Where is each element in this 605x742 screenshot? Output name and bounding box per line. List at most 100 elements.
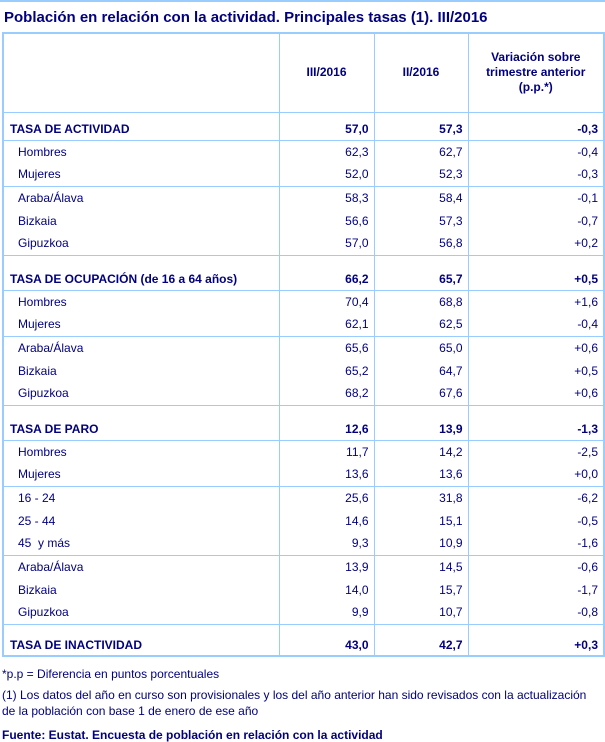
value-cell: 62,3: [278, 140, 374, 163]
value-cell: +1,6: [467, 290, 604, 313]
table-row: Bizkaia 65,2 64,7 +0,5: [3, 359, 604, 382]
footnote-1: (1) Los datos del año en curso son provi…: [2, 688, 587, 718]
value-cell: -0,1: [467, 186, 604, 209]
section-header-row: TASA DE ACTIVIDAD 57,0 57,3 -0,3: [3, 118, 604, 141]
value-cell: 58,4: [373, 186, 468, 209]
value-cell: -0,3: [467, 163, 604, 187]
table-row: 16 - 24 25,6 31,8 -6,2: [3, 486, 604, 509]
row-label: Hombres: [18, 294, 67, 309]
section-label: TASA DE ACTIVIDAD: [3, 118, 279, 141]
spacer-cell: [373, 405, 468, 418]
row-label: Hombres: [18, 144, 67, 159]
top-divider: [0, 0, 605, 2]
value-cell: 52,3: [373, 163, 468, 187]
section-header-row: TASA DE PARO 12,6 13,9 -1,3: [3, 418, 604, 441]
value-cell: 13,9: [373, 418, 468, 441]
row-label: Araba/Álava: [18, 559, 84, 574]
value-cell: 58,3: [278, 186, 374, 209]
value-cell: 65,7: [373, 268, 468, 291]
spacer-cell: [467, 112, 604, 118]
value-cell: 14,5: [373, 555, 468, 578]
value-cell: 52,0: [278, 163, 374, 187]
table-row: Bizkaia 56,6 57,3 -0,7: [3, 209, 604, 232]
value-cell: 62,7: [373, 140, 468, 163]
spacer-row: [3, 255, 604, 268]
row-label: Araba/Álava: [18, 340, 84, 355]
table-row: Mujeres 13,6 13,6 +0,0: [3, 463, 604, 487]
table-row: Gipuzkoa 68,2 67,6 +0,6: [3, 382, 604, 406]
value-cell: -6,2: [467, 486, 604, 509]
section-label: TASA DE PARO: [3, 418, 279, 441]
value-cell: 57,0: [278, 232, 374, 256]
value-cell: +0,0: [467, 463, 604, 487]
row-label: Gipuzkoa: [3, 232, 279, 256]
value-cell: 42,7: [373, 634, 468, 657]
spacer-cell: [3, 405, 279, 418]
value-cell: -0,8: [467, 601, 604, 625]
table-row: Hombres 11,7 14,2 -2,5: [3, 440, 604, 463]
value-cell: 11,7: [278, 440, 374, 463]
value-cell: -1,6: [467, 532, 604, 556]
spacer-cell: [278, 112, 374, 118]
table-row: Araba/Álava 65,6 65,0 +0,6: [3, 336, 604, 359]
value-cell: 66,2: [278, 268, 374, 291]
footnotes: *p.p = Diferencia en puntos porcentuales…: [2, 666, 603, 742]
table-header: III/2016 II/2016 Variación sobre trimest…: [3, 33, 604, 113]
value-cell: 10,7: [373, 601, 468, 625]
value-cell: -0,7: [467, 209, 604, 232]
spacer-cell: [278, 255, 374, 268]
value-cell: 64,7: [373, 359, 468, 382]
value-cell: 70,4: [278, 290, 374, 313]
value-cell: -0,4: [467, 140, 604, 163]
value-cell: 57,3: [373, 209, 468, 232]
column-header-empty: [3, 33, 279, 113]
table-row: 25 - 44 14,6 15,1 -0,5: [3, 509, 604, 532]
value-cell: 56,8: [373, 232, 468, 256]
value-cell: +0,6: [467, 382, 604, 406]
row-label: 25 - 44: [18, 513, 56, 528]
value-cell: 13,9: [278, 555, 374, 578]
value-cell: 68,2: [278, 382, 374, 406]
value-cell: 31,8: [373, 486, 468, 509]
spacer-cell: [3, 624, 279, 634]
value-cell: 9,3: [278, 532, 374, 556]
row-label: Mujeres: [3, 313, 279, 337]
spacer-row: [3, 624, 604, 634]
page-title: Población en relación con la actividad. …: [4, 9, 488, 26]
header-row: III/2016 II/2016 Variación sobre trimest…: [3, 33, 604, 113]
value-cell: 62,5: [373, 313, 468, 337]
value-cell: 9,9: [278, 601, 374, 625]
value-cell: 12,6: [278, 418, 374, 441]
value-cell: 68,8: [373, 290, 468, 313]
row-label: Araba/Álava: [18, 190, 84, 205]
row-label: Bizkaia: [18, 213, 57, 228]
value-cell: +0,5: [467, 359, 604, 382]
section-label: TASA DE OCUPACIÓN (de 16 a 64 años): [3, 268, 279, 291]
rates-table: III/2016 II/2016 Variación sobre trimest…: [2, 32, 605, 657]
source-line: Fuente: Eustat. Encuesta de población en…: [2, 728, 383, 742]
value-cell: 25,6: [278, 486, 374, 509]
value-cell: 15,7: [373, 578, 468, 601]
value-cell: -1,3: [467, 418, 604, 441]
value-cell: -0,3: [467, 118, 604, 141]
table-row: Hombres 70,4 68,8 +1,6: [3, 290, 604, 313]
value-cell: 10,9: [373, 532, 468, 556]
value-cell: 13,6: [373, 463, 468, 487]
value-cell: -0,6: [467, 555, 604, 578]
value-cell: 65,6: [278, 336, 374, 359]
table-row: Mujeres 52,0 52,3 -0,3: [3, 163, 604, 187]
column-header-variacion: Variación sobre trimestre anterior (p.p.…: [467, 33, 604, 113]
value-cell: +0,2: [467, 232, 604, 256]
value-cell: 62,1: [278, 313, 374, 337]
section-label: TASA DE INACTIVIDAD: [3, 634, 279, 657]
value-cell: 57,0: [278, 118, 374, 141]
value-cell: -0,5: [467, 509, 604, 532]
spacer-cell: [467, 255, 604, 268]
row-label: Bizkaia: [18, 582, 57, 597]
value-cell: 65,2: [278, 359, 374, 382]
column-header-ii-2016: II/2016: [373, 33, 468, 113]
value-cell: 14,2: [373, 440, 468, 463]
spacer-cell: [278, 624, 374, 634]
value-cell: 13,6: [278, 463, 374, 487]
spacer-cell: [467, 405, 604, 418]
